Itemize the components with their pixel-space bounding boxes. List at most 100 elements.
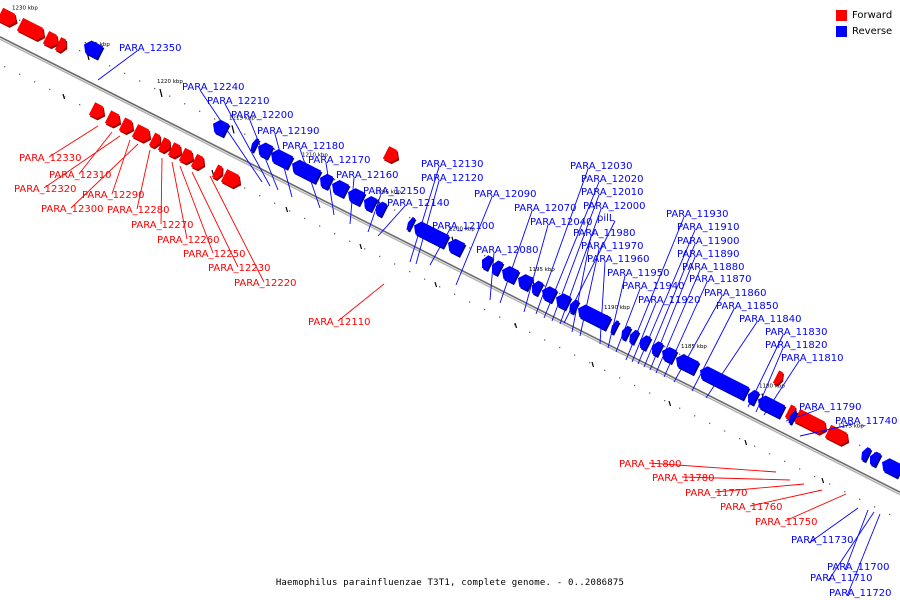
forward-gene bbox=[167, 142, 181, 158]
scale-dot bbox=[79, 49, 81, 52]
reverse-leader-line bbox=[455, 196, 493, 286]
reverse-leader-line bbox=[199, 89, 263, 183]
forward-leader-line bbox=[191, 171, 239, 268]
reverse-gene-label: PARA_11730 bbox=[791, 535, 853, 546]
scale-dot bbox=[724, 430, 726, 432]
scale-dot bbox=[19, 73, 21, 75]
reverse-gene-label: PARA_11830 bbox=[765, 327, 827, 338]
scale-dot bbox=[244, 187, 246, 189]
scale-dot bbox=[109, 65, 111, 67]
reverse-leader-line bbox=[747, 334, 784, 408]
scale-dot bbox=[334, 233, 336, 235]
tick-mark bbox=[514, 322, 518, 329]
forward-gene bbox=[190, 153, 204, 170]
reverse-gene-shadow bbox=[407, 218, 417, 233]
reverse-gene-label: PARA_11930 bbox=[666, 209, 728, 220]
scale-dot bbox=[709, 422, 711, 425]
forward-gene bbox=[42, 31, 58, 48]
reverse-leader-line bbox=[571, 235, 592, 333]
scale-dot bbox=[169, 95, 171, 97]
reverse-gene bbox=[788, 410, 798, 425]
tick-mark bbox=[211, 169, 215, 176]
tick-label: 1175 kbp bbox=[838, 424, 864, 430]
scale-dot bbox=[454, 293, 456, 296]
reverse-gene bbox=[556, 293, 572, 310]
forward-leader-line bbox=[749, 489, 823, 507]
scale-dot bbox=[649, 392, 651, 394]
forward-gene bbox=[0, 7, 16, 27]
scale-dot bbox=[214, 118, 216, 120]
forward-leader-line bbox=[714, 483, 805, 493]
forward-leader-line bbox=[48, 125, 99, 158]
forward-leader-line bbox=[70, 143, 139, 209]
forward-leader-line bbox=[681, 476, 791, 481]
reverse-gene-label: pilL bbox=[597, 213, 615, 224]
reverse-gene bbox=[861, 447, 872, 462]
reverse-gene-label: PARA_12130 bbox=[421, 159, 483, 170]
legend-forward: Forward bbox=[836, 7, 892, 23]
scale-dot bbox=[544, 285, 546, 287]
reverse-gene-label: PARA_12150 bbox=[363, 186, 425, 197]
tick-label: 1185 kbp bbox=[681, 344, 707, 350]
reverse-gene bbox=[662, 346, 678, 364]
scale-dot bbox=[64, 96, 66, 98]
reverse-gene bbox=[292, 159, 322, 184]
reverse-gene-label: PARA_11860 bbox=[704, 288, 766, 299]
forward-gene bbox=[211, 164, 223, 180]
reverse-gene-label: PARA_12070 bbox=[514, 203, 576, 214]
reverse-leader-line bbox=[625, 216, 685, 361]
reverse-leader-line bbox=[415, 180, 440, 265]
reverse-leader-line bbox=[377, 205, 406, 237]
forward-gene bbox=[131, 124, 150, 142]
reverse-leader-line bbox=[489, 252, 495, 301]
reverse-gene-label: PARA_12180 bbox=[282, 141, 344, 152]
reverse-gene bbox=[700, 366, 750, 400]
forward-gene bbox=[118, 117, 133, 134]
reverse-gene-label: PARA_12080 bbox=[476, 245, 538, 256]
tick-mark bbox=[821, 477, 825, 484]
reverse-leader-line bbox=[274, 133, 293, 198]
forward-gene-label: PARA_12110 bbox=[308, 317, 370, 328]
tick-mark bbox=[591, 361, 595, 368]
tick-mark bbox=[231, 125, 235, 134]
forward-leader-line bbox=[171, 161, 188, 240]
reverse-gene bbox=[258, 142, 274, 159]
forward-leader-line bbox=[648, 462, 777, 473]
forward-gene-label: PARA_12330 bbox=[19, 153, 81, 164]
reverse-leader-line bbox=[367, 193, 382, 233]
tick-label: 1215 kbp bbox=[229, 115, 255, 121]
scale-dot bbox=[619, 377, 621, 379]
reverse-gene-label: PARA_12100 bbox=[432, 221, 494, 232]
forward-gene bbox=[148, 132, 160, 148]
reverse-leader-line bbox=[299, 148, 321, 209]
reverse-gene bbox=[502, 266, 520, 284]
scale-dot bbox=[499, 316, 501, 318]
forward-gene-label: PARA_12320 bbox=[14, 184, 76, 195]
scale-dot bbox=[859, 498, 861, 500]
reverse-leader-line bbox=[551, 194, 600, 322]
reverse-leader-line bbox=[844, 509, 869, 571]
scale-dot bbox=[34, 81, 36, 83]
reverse-gene bbox=[870, 451, 882, 467]
tick-mark bbox=[668, 400, 672, 407]
forward-leader-line bbox=[136, 149, 151, 210]
scale-dot bbox=[4, 66, 6, 68]
legend-forward-label: Forward bbox=[852, 9, 893, 21]
scale-dot bbox=[754, 445, 756, 447]
forward-gene-label: PARA_12310 bbox=[49, 170, 111, 181]
forward-gene bbox=[16, 17, 44, 41]
scale-dot bbox=[574, 354, 576, 356]
forward-gene bbox=[220, 169, 240, 188]
reverse-leader-line bbox=[637, 229, 696, 365]
scale-dot bbox=[409, 270, 411, 273]
scale-dot bbox=[859, 444, 861, 446]
forward-leader-line bbox=[160, 157, 163, 225]
reverse-gene-label: PARA_11710 bbox=[810, 573, 872, 584]
reverse-gene-label: PARA_12000 bbox=[583, 201, 645, 212]
reverse-leader-line bbox=[563, 220, 616, 324]
forward-gene bbox=[54, 37, 66, 53]
scale-dot bbox=[544, 339, 546, 341]
reverse-gene-label: PARA_12120 bbox=[421, 173, 483, 184]
reverse-gene-shadow bbox=[789, 412, 799, 426]
reverse-gene bbox=[213, 119, 230, 137]
